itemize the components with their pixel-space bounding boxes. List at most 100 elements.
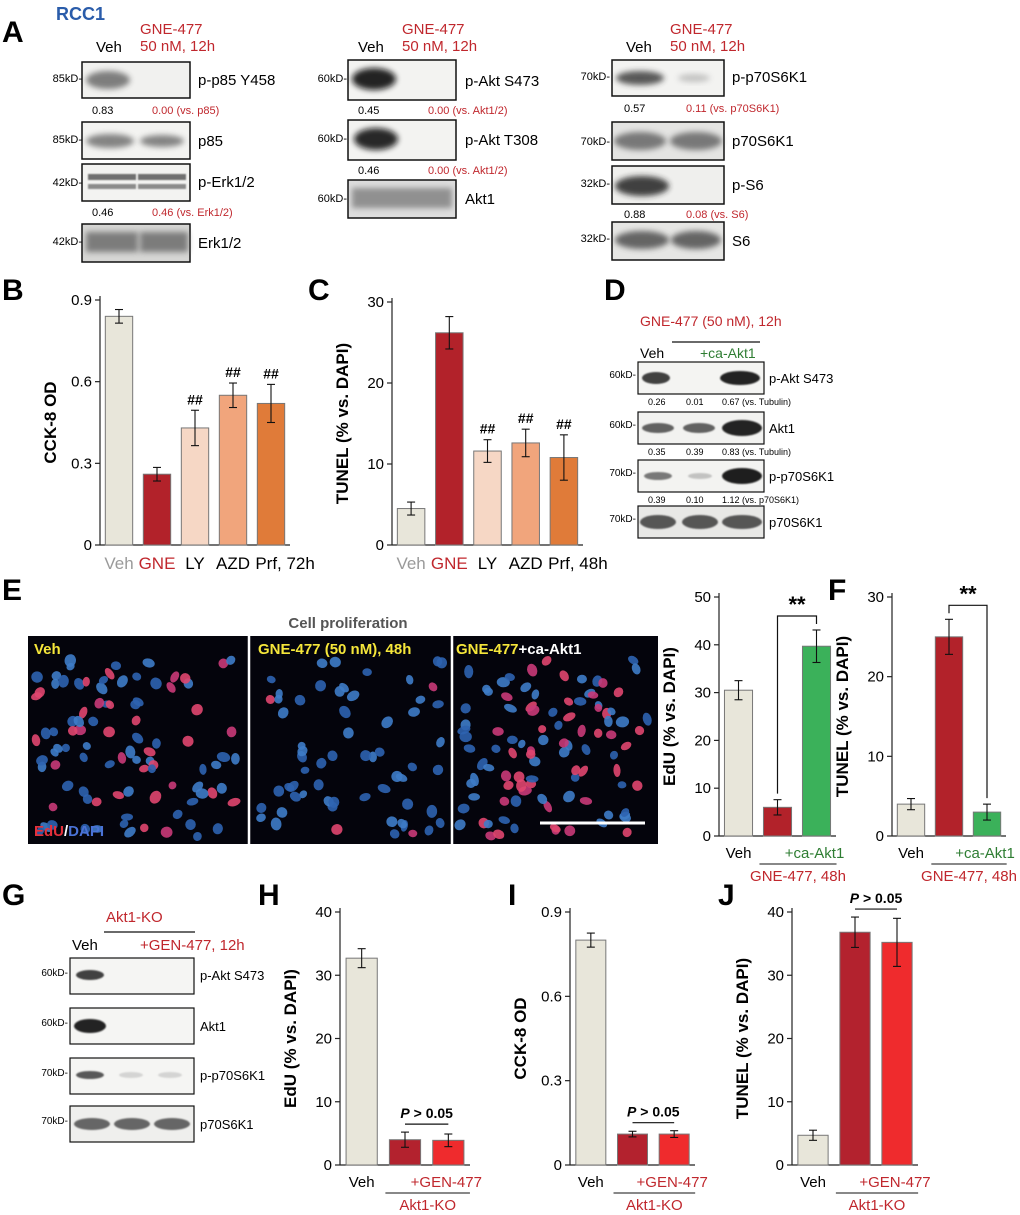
- panel-d: D GNE-477 (50 nM), 12h Veh +ca-Akt1 60kD…: [604, 274, 834, 539]
- blot-label: p70S6K1: [732, 133, 794, 150]
- nucleus: [483, 763, 495, 772]
- blot-band: [354, 128, 398, 150]
- nucleus: [116, 675, 128, 688]
- nucleus: [436, 737, 445, 748]
- y-tick-label: 30: [367, 294, 384, 311]
- nucleus: [313, 779, 324, 791]
- nucleus: [185, 819, 196, 830]
- y-axis-label: CCK-8 OD: [41, 381, 60, 463]
- a1-veh-label: Veh: [96, 39, 122, 56]
- nucleus: [216, 782, 227, 794]
- blot-band: [138, 174, 186, 180]
- blot-mw: 60kD-: [609, 420, 636, 431]
- nucleus: [516, 779, 527, 792]
- nucleus: [172, 809, 183, 820]
- quant-veh: 0.46: [358, 165, 379, 177]
- nucleus: [527, 705, 540, 716]
- nucleus: [432, 700, 444, 709]
- panel-letter-d: D: [604, 274, 626, 307]
- y-tick-label: 10: [367, 456, 384, 473]
- blot-band: [76, 970, 104, 980]
- nucleus: [577, 724, 586, 738]
- nucleus: [91, 825, 103, 833]
- g-gen-label: +GEN-477, 12h: [140, 937, 245, 954]
- nucleus: [132, 732, 144, 744]
- nucleus: [598, 678, 608, 688]
- nucleus: [642, 712, 652, 726]
- blot-band: [86, 134, 134, 148]
- nucleus: [593, 728, 603, 738]
- quant-3: 0.67 (vs. Tubulin): [722, 397, 791, 407]
- micrograph-cells: [31, 654, 652, 841]
- nucleus: [50, 748, 59, 757]
- nucleus: [46, 820, 58, 830]
- bar: [473, 450, 502, 546]
- x-tick-label: +ca-Akt1: [785, 845, 845, 862]
- panel-letter-j: J: [718, 879, 735, 912]
- x-tick-label: Veh: [578, 1174, 604, 1191]
- panel-letter-i: I: [508, 879, 516, 912]
- blot-label: p-Akt S473: [465, 73, 539, 90]
- nucleus: [631, 663, 641, 675]
- nucleus: [424, 825, 434, 836]
- x-tick-label: LY: [478, 554, 498, 573]
- nucleus: [397, 818, 408, 829]
- nucleus: [142, 658, 155, 668]
- quant-3: 0.83 (vs. Tubulin): [722, 447, 791, 457]
- blot-mw: 60kD-: [318, 133, 348, 145]
- nucleus: [587, 691, 599, 699]
- y-tick-label: 0.6: [541, 988, 562, 1005]
- bar: [934, 636, 964, 837]
- nucleus: [82, 794, 93, 804]
- nucleus: [604, 715, 613, 728]
- quant-1: 0.26: [648, 397, 666, 407]
- group-label: Akt1-KO: [849, 1197, 906, 1214]
- x-tick-label: +GEN-477: [859, 1174, 930, 1191]
- nucleus: [504, 703, 517, 713]
- y-tick-label: 30: [694, 685, 711, 702]
- nucleus: [94, 697, 105, 709]
- y-tick-label: 0: [703, 828, 711, 845]
- nucleus: [571, 765, 581, 776]
- nucleus: [131, 715, 141, 726]
- quant-3: 1.12 (vs. p70S6K1): [722, 495, 799, 505]
- panel-letter-h: H: [258, 879, 280, 912]
- nucleus: [147, 764, 157, 774]
- e-img2-label: GNE-477 (50 nM), 48h: [258, 641, 411, 658]
- blot-band: [642, 423, 674, 433]
- nucleus: [67, 726, 78, 736]
- x-tick-label: +ca-Akt1: [955, 845, 1015, 862]
- significance-text: P > 0.05: [627, 1104, 680, 1120]
- nucleus: [339, 682, 349, 693]
- quant-1: 0.39: [648, 495, 666, 505]
- x-tick-label: GNE: [139, 554, 176, 573]
- blot-frame: [81, 163, 191, 202]
- nucleus: [483, 819, 493, 829]
- bar: [881, 941, 913, 1166]
- blot-band: [74, 1118, 110, 1130]
- blot-label: p70S6K1: [769, 515, 823, 530]
- blot-label: p85: [198, 133, 223, 150]
- nucleus: [543, 800, 553, 813]
- y-tick-label: 40: [315, 904, 332, 921]
- blot-label: Akt1: [465, 191, 495, 208]
- blot-band: [88, 174, 136, 180]
- nucleus: [61, 780, 74, 792]
- nucleus: [58, 674, 69, 688]
- panel-letter-b: B: [2, 274, 24, 307]
- nucleus: [211, 760, 222, 770]
- blot-mw: 42kD-: [53, 177, 83, 189]
- nucleus: [276, 807, 288, 818]
- panel-letter-a: A: [2, 16, 24, 49]
- nucleus: [613, 687, 624, 698]
- blot-mw: 70kD-: [581, 71, 611, 83]
- nucleus: [499, 796, 510, 806]
- blot-mw: 60kD-: [318, 73, 348, 85]
- y-axis-label: TUNEL (% vs. DAPI): [833, 636, 852, 797]
- nucleus: [428, 682, 438, 692]
- y-axis-label: TUNEL (% vs. DAPI): [733, 958, 752, 1119]
- blot-mw: 70kD-: [41, 1116, 68, 1127]
- nucleus: [91, 797, 102, 807]
- y-tick-label: 0: [776, 1157, 784, 1174]
- significance-mark: ##: [556, 416, 572, 432]
